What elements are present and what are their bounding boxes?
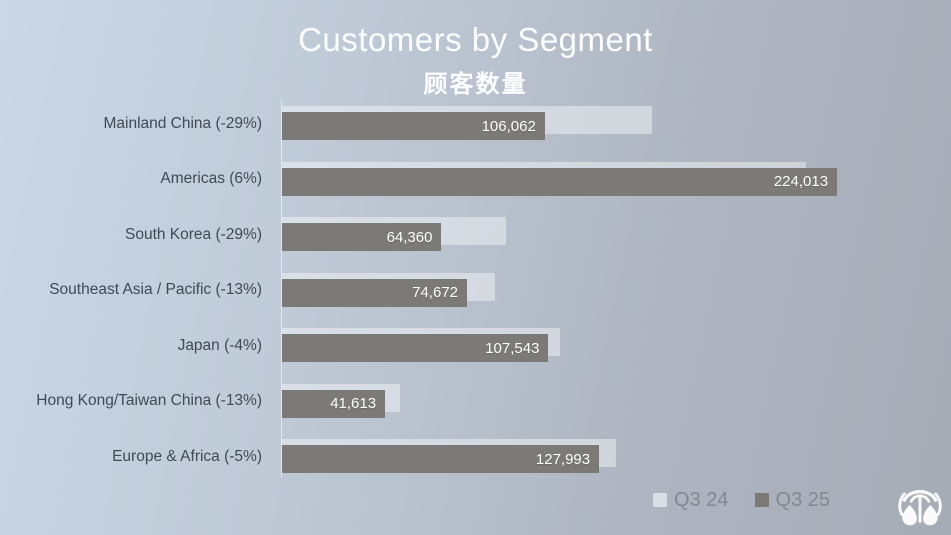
category-label: Americas (6%) — [160, 170, 262, 188]
nu-skin-fountain-logo-icon — [898, 490, 942, 526]
q3-25-bar: 127,993 — [282, 445, 600, 473]
value-label: 107,543 — [485, 339, 540, 357]
chart-row: Europe & Africa (-5%) 127,993 — [0, 429, 951, 485]
value-label: 64,360 — [386, 228, 433, 246]
legend-item-q3-25: Q3 25 — [754, 488, 830, 512]
category-label: Japan (-4%) — [177, 336, 262, 354]
page-title: Customers by Segment — [298, 21, 653, 58]
category-label: Southeast Asia / Pacific (-13%) — [49, 281, 262, 299]
chart-row: Japan (-4%) 107,543 — [0, 318, 951, 374]
value-label: 224,013 — [773, 173, 829, 190]
chart-legend: Q3 24 Q3 25 — [0, 488, 830, 512]
chart-row: Hong Kong/Taiwan China (-13%) 41,613 — [0, 374, 951, 430]
q3-24-swatch-icon — [653, 493, 668, 507]
row-plot-area: 107,543 — [282, 318, 951, 374]
chart-row: Southeast Asia / Pacific (-13%) 74,672 — [0, 263, 951, 319]
q3-25-bar: 41,613 — [282, 389, 386, 418]
row-plot-area: 64,360 — [282, 207, 951, 263]
bar-chart: Mainland China (-29%) 106,062 Americas (6%… — [0, 96, 951, 485]
category-label: Mainland China (-29%) — [103, 114, 262, 132]
q3-25-swatch-icon — [754, 493, 769, 507]
q3-25-bar: 107,543 — [282, 334, 549, 362]
value-label: 74,672 — [412, 284, 459, 301]
chart-row: Mainland China (-29%) 106,062 — [0, 96, 951, 152]
q3-25-bar: 106,062 — [282, 112, 545, 140]
chart-row: South Korea (-29%) 64,360 — [0, 207, 951, 263]
q3-25-bar: 224,013 — [282, 167, 838, 196]
chart-row: Americas (6%) 224,013 — [0, 152, 951, 208]
value-label: 127,993 — [535, 450, 591, 468]
row-plot-area: 41,613 — [282, 374, 951, 430]
row-plot-area: 224,013 — [282, 152, 951, 208]
q3-25-bar: 64,360 — [282, 223, 442, 251]
category-label: South Korea (-29%) — [125, 225, 262, 243]
page-subtitle: 顾客数量 — [423, 71, 528, 98]
legend-label: Q3 25 — [775, 488, 830, 511]
row-plot-area: 106,062 — [282, 96, 951, 152]
q3-25-bar: 74,672 — [282, 278, 468, 307]
legend-label: Q3 24 — [674, 488, 729, 511]
row-plot-area: 74,672 — [282, 263, 951, 319]
value-label: 106,062 — [481, 117, 536, 135]
category-label: Europe & Africa (-5%) — [112, 447, 262, 465]
value-label: 41,613 — [330, 395, 377, 412]
legend-item-q3-24: Q3 24 — [653, 488, 729, 512]
row-plot-area: 127,993 — [282, 429, 951, 485]
category-label: Hong Kong/Taiwan China (-13%) — [36, 392, 262, 410]
